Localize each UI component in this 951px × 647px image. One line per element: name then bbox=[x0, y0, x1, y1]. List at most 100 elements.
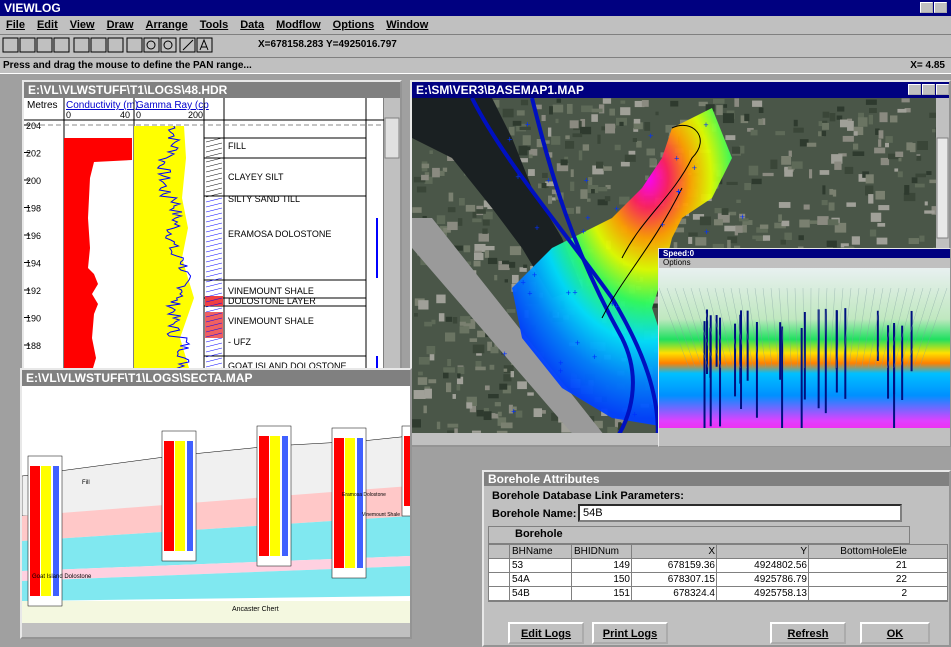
table-cell: 678324.4 bbox=[631, 587, 717, 600]
map-texture bbox=[748, 165, 759, 176]
vinemount-label: Vinemount Shale bbox=[362, 512, 400, 518]
map-texture bbox=[512, 406, 517, 411]
map-texture bbox=[674, 218, 687, 225]
map-texture bbox=[566, 103, 573, 114]
well-marker: + bbox=[740, 212, 745, 222]
map-texture bbox=[784, 166, 793, 177]
menu-item[interactable]: Window bbox=[386, 19, 429, 31]
map-texture bbox=[435, 170, 445, 176]
table-row[interactable]: 54A 150 678307.15 4925786.79 22 bbox=[489, 573, 947, 587]
map-texture bbox=[443, 367, 455, 373]
map-texture bbox=[828, 202, 835, 211]
close-button[interactable] bbox=[936, 84, 949, 95]
mesh-line bbox=[900, 287, 924, 369]
lithology-hatch bbox=[205, 292, 223, 298]
map-texture bbox=[736, 199, 741, 204]
map-texture bbox=[517, 381, 527, 390]
menu-item[interactable]: Draw bbox=[106, 19, 134, 31]
map-texture bbox=[473, 252, 484, 261]
map-texture bbox=[699, 216, 711, 226]
map-texture bbox=[822, 185, 826, 195]
map-texture bbox=[738, 218, 749, 222]
lithology-hatch bbox=[205, 322, 223, 328]
minimize-button[interactable] bbox=[920, 2, 933, 13]
menu-item[interactable]: File bbox=[6, 19, 25, 31]
map-texture bbox=[565, 207, 574, 214]
lithology-hatch bbox=[205, 172, 223, 178]
map-texture bbox=[596, 161, 604, 169]
menu-item[interactable]: Arrange bbox=[145, 19, 188, 31]
map-texture bbox=[473, 260, 481, 267]
map-texture bbox=[619, 196, 630, 205]
map-texture bbox=[508, 404, 513, 414]
view3d-window[interactable]: Speed:0 Options bbox=[658, 248, 951, 447]
well-marker: + bbox=[614, 301, 619, 311]
column-header: BHIDNum bbox=[571, 545, 632, 558]
map-texture bbox=[717, 213, 730, 223]
map-texture bbox=[761, 118, 766, 125]
well-marker: + bbox=[534, 223, 539, 233]
section-window[interactable]: E:\VL\VLWSTUFF\T1\LOGS\SECTA.MAP Fill Go… bbox=[20, 368, 412, 639]
button[interactable]: Edit Logs bbox=[508, 622, 584, 644]
map-texture bbox=[459, 197, 465, 206]
table-row[interactable]: 53 149 678159.36 4924802.56 21 bbox=[489, 559, 947, 573]
hole-gamma bbox=[270, 436, 280, 556]
map-texture bbox=[624, 154, 636, 162]
menu-item[interactable]: Options bbox=[332, 19, 375, 31]
menu-item[interactable]: Edit bbox=[36, 19, 58, 31]
map-texture bbox=[646, 148, 655, 156]
menu-item[interactable]: Data bbox=[240, 19, 265, 31]
map-texture bbox=[831, 154, 843, 164]
log-window[interactable]: E:\VL\VLWSTUFF\T1\LOGS\48.HDR Metres Con… bbox=[22, 80, 402, 380]
map-texture bbox=[476, 409, 486, 417]
map-texture bbox=[494, 402, 501, 407]
table-cell: 149 bbox=[571, 559, 632, 572]
map-texture bbox=[472, 344, 485, 354]
map-texture bbox=[503, 368, 508, 372]
borehole-name-input[interactable]: 54B bbox=[578, 504, 902, 522]
mesh-line bbox=[816, 287, 820, 369]
view3d-menu[interactable]: Options bbox=[663, 258, 691, 267]
button[interactable]: Refresh bbox=[770, 622, 846, 644]
unit-label: VINEMOUNT SHALE bbox=[228, 316, 314, 326]
section-window-title-bar: E:\VL\VLWSTUFF\T1\LOGS\SECTA.MAP bbox=[22, 370, 410, 386]
goat-island-label: Goat Island Dolostone bbox=[32, 574, 92, 580]
map-texture bbox=[598, 186, 608, 192]
map-texture bbox=[412, 419, 421, 428]
button[interactable]: Print Logs bbox=[592, 622, 668, 644]
map-texture bbox=[551, 189, 559, 195]
unit-label: ERAMOSA DOLOSTONE bbox=[228, 229, 331, 239]
map-texture bbox=[496, 430, 508, 435]
table-row[interactable]: 54B 151 678324.4 4925758.13 2 bbox=[489, 587, 947, 601]
restore-button[interactable] bbox=[922, 84, 935, 95]
map-texture bbox=[587, 198, 591, 202]
minimize-button[interactable] bbox=[908, 84, 921, 95]
map-texture bbox=[619, 121, 624, 126]
column-header: BHName bbox=[509, 545, 572, 558]
menu-item[interactable]: View bbox=[69, 19, 95, 31]
column-header: BottomHoleEle bbox=[808, 545, 909, 558]
menu-item[interactable]: Modflow bbox=[276, 19, 321, 31]
map-texture bbox=[705, 104, 715, 112]
map-texture bbox=[432, 167, 440, 178]
menu-item[interactable]: Tools bbox=[199, 19, 229, 31]
map-texture bbox=[438, 313, 445, 322]
map-texture bbox=[869, 229, 877, 237]
map-texture bbox=[739, 145, 745, 154]
restore-button[interactable] bbox=[934, 2, 947, 13]
well-marker: + bbox=[660, 220, 665, 230]
map-texture bbox=[727, 239, 731, 249]
well-marker: + bbox=[515, 172, 520, 182]
map-texture bbox=[452, 394, 456, 399]
map-texture bbox=[542, 172, 548, 179]
map-texture bbox=[487, 257, 498, 265]
borehole-window[interactable]: Borehole Attributes Borehole Database Li… bbox=[482, 470, 951, 647]
button[interactable]: OK bbox=[860, 622, 930, 644]
mesh-line bbox=[893, 287, 916, 369]
well-marker: + bbox=[692, 163, 697, 173]
map-texture bbox=[781, 220, 790, 227]
map-texture bbox=[723, 104, 728, 108]
map-texture bbox=[416, 186, 427, 193]
map-texture bbox=[548, 195, 553, 204]
